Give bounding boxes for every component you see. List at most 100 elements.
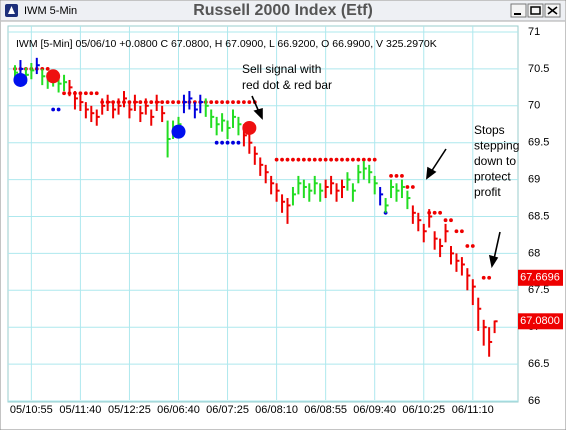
stop-dot — [449, 218, 453, 223]
annotation-line: protect — [474, 170, 511, 184]
x-tick-label: 06/11:10 — [452, 404, 494, 416]
plot-area: 7170.57069.56968.56867.56766.56605/10:55… — [7, 25, 563, 416]
stop-dot — [394, 174, 399, 178]
stop-dot — [56, 107, 61, 112]
stop-dot — [51, 107, 56, 112]
stop-dot — [220, 100, 225, 105]
x-tick-label: 06/06:40 — [157, 404, 200, 416]
stop-dot — [372, 157, 377, 162]
stop-dot — [236, 100, 241, 105]
stop-dot — [225, 140, 230, 145]
chart-title: Russell 2000 Index (Etf) — [193, 2, 373, 19]
annotation-line: profit — [474, 185, 501, 199]
stop-dot — [83, 91, 88, 96]
stop-dot — [214, 140, 219, 145]
stop-dot — [165, 100, 170, 105]
y-tick-label: 67.5 — [528, 284, 549, 296]
y-tick-label: 66 — [528, 395, 540, 407]
stop-dot — [214, 100, 219, 105]
y-tick-label: 70.5 — [528, 63, 549, 75]
stop-dot — [323, 157, 328, 162]
annotation-line: down to — [474, 154, 516, 168]
stop-dot — [94, 91, 99, 96]
x-tick-label: 06/08:55 — [304, 404, 347, 416]
stop-dot — [454, 229, 459, 234]
stop-dot — [176, 100, 181, 105]
stop-dot — [274, 157, 279, 162]
x-tick-label: 06/08:10 — [255, 404, 298, 416]
stop-dot — [356, 157, 361, 162]
stop-dot — [225, 100, 230, 105]
y-tick-label: 69 — [528, 174, 540, 186]
x-tick-label: 06/09:40 — [353, 404, 396, 416]
stop-dot — [285, 157, 290, 162]
stop-dot — [78, 91, 83, 96]
price-label-box — [518, 269, 563, 286]
stop-dot — [231, 100, 235, 105]
stop-dot — [220, 140, 225, 145]
stop-dot — [405, 185, 410, 189]
stop-dot — [481, 275, 486, 280]
stop-dot — [247, 100, 252, 105]
x-tick-label: 05/11:40 — [59, 404, 101, 416]
stop-dot — [351, 157, 355, 162]
y-tick-label: 66.5 — [528, 358, 549, 370]
buy-signal — [171, 124, 186, 139]
stop-dot — [171, 100, 175, 105]
stop-dot — [410, 185, 415, 189]
stop-dot — [236, 140, 241, 145]
close-button[interactable] — [544, 3, 561, 18]
stop-dot — [470, 244, 475, 248]
price-label: 67.6696 — [520, 272, 560, 284]
x-tick-label: 05/12:25 — [108, 404, 151, 416]
stop-dot — [443, 218, 448, 223]
stop-dot — [400, 174, 404, 178]
window-title: IWM 5-Min — [24, 5, 77, 17]
stop-dot — [138, 100, 143, 105]
annotation-line: stepping — [474, 139, 519, 153]
y-tick-label: 69.5 — [528, 137, 549, 149]
stop-dot — [312, 157, 317, 162]
stop-dot — [465, 244, 470, 248]
stop-dot — [329, 157, 333, 162]
buy-signal — [13, 72, 28, 87]
y-tick-label: 70 — [528, 100, 540, 112]
stop-dot — [307, 157, 312, 162]
y-tick-label: 68 — [528, 247, 540, 259]
stop-dot — [487, 275, 492, 280]
sell-signal — [242, 120, 257, 135]
price-label-box — [518, 313, 563, 330]
stop-dot — [432, 210, 437, 215]
stop-dot — [242, 100, 246, 105]
sell-signal — [46, 69, 61, 84]
maximize-button[interactable] — [527, 3, 544, 18]
stop-dot — [45, 67, 50, 71]
stop-dot — [301, 157, 306, 162]
annotation-line: Sell signal with — [242, 62, 321, 76]
minimize-button[interactable] — [510, 3, 527, 18]
plot-background — [7, 25, 519, 403]
app-icon — [5, 4, 18, 17]
annotation-line: red dot & red bar — [242, 78, 332, 92]
price-label: 67.0800 — [520, 315, 560, 327]
stop-dot — [361, 157, 366, 162]
stop-dot — [296, 157, 301, 162]
arrows — [251, 95, 501, 269]
stop-dot — [291, 157, 295, 162]
stop-dot — [460, 229, 464, 234]
stop-dot — [389, 174, 393, 178]
annotations: Sell signal with red dot & red bar Stops st… — [242, 62, 519, 199]
stop-dot — [367, 157, 372, 162]
y-tick-label: 68.5 — [528, 210, 549, 222]
y-tick-label: 71 — [528, 26, 540, 38]
x-tick-label: 05/10:55 — [10, 404, 53, 416]
stop-dot — [340, 157, 344, 162]
x-tick-label: 06/07:25 — [206, 404, 249, 416]
quote-info: IWM [5-Min] 05/06/10 +0.0800 C 67.0800, … — [16, 38, 437, 50]
stop-dot — [318, 157, 323, 162]
stop-dot — [334, 157, 339, 162]
stop-dot — [89, 91, 94, 96]
stop-dot — [438, 210, 442, 215]
stop-dot — [209, 100, 214, 105]
